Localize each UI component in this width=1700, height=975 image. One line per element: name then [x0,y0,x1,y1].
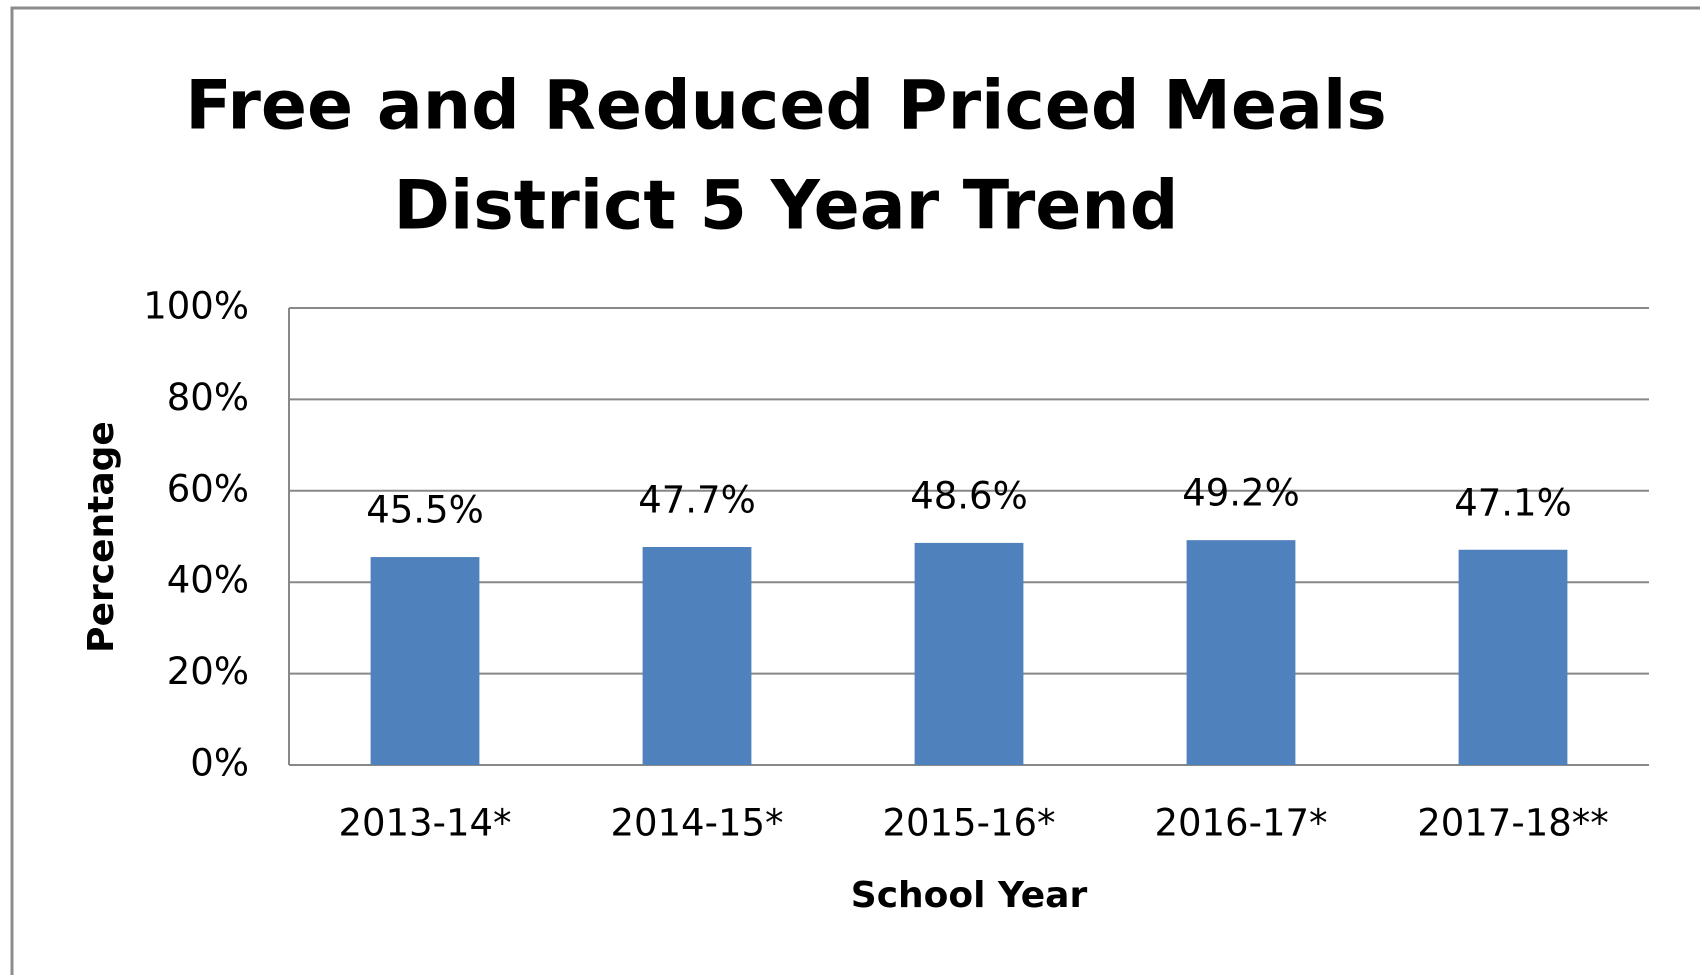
data-label: 47.7% [638,479,756,522]
y-tick-label: 60% [167,467,249,510]
chart-subtitle: District 5 Year Trend [394,167,1179,246]
data-label: 47.1% [1454,481,1572,524]
y-tick-label: 100% [143,285,249,328]
x-axis-title: School Year [851,875,1088,916]
x-tick-label: 2013-14* [338,802,511,845]
y-tick-label: 40% [167,559,249,602]
x-tick-label: 2016-17* [1154,802,1327,845]
x-tick-label: 2014-15* [610,802,783,845]
x-tick-label: 2015-16* [882,802,1055,845]
bar [1458,549,1568,765]
y-tick-label: 0% [190,742,249,785]
y-axis-title: Percentage [81,421,122,653]
bar [1186,540,1296,765]
y-tick-label: 20% [167,650,249,693]
data-label: 49.2% [1182,472,1300,515]
x-tick-label: 2017-18** [1417,802,1609,845]
chart-title: Free and Reduced Priced Meals [185,67,1386,146]
bar [914,542,1024,765]
bar [370,557,480,765]
data-label: 45.5% [366,489,484,532]
bar [642,547,752,765]
data-label: 48.6% [910,474,1028,517]
y-tick-label: 80% [167,376,249,419]
